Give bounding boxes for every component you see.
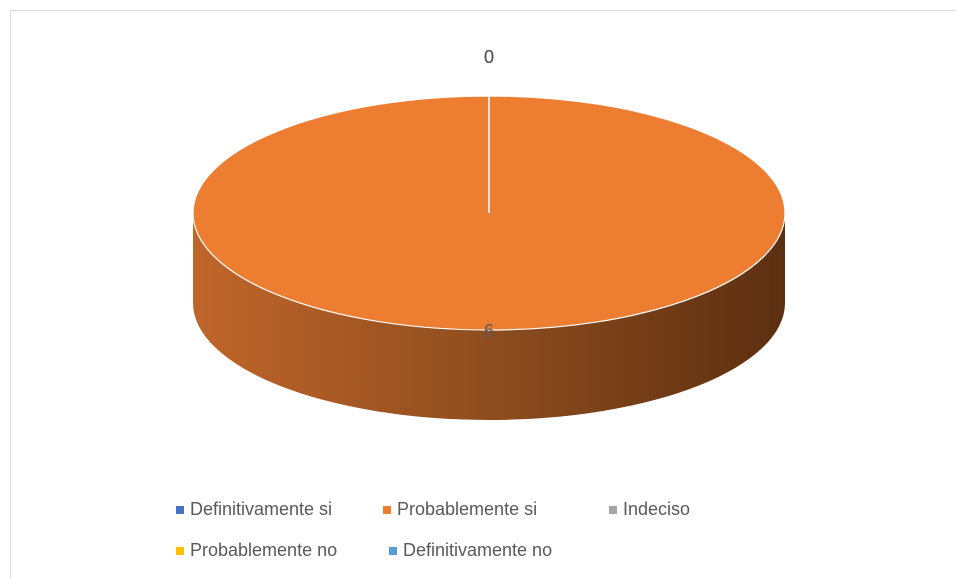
legend-swatch [389, 547, 397, 555]
legend-label: Definitivamente no [403, 540, 552, 560]
legend-swatch [176, 506, 184, 514]
legend-label: Probablemente si [397, 499, 537, 519]
legend-swatch [383, 506, 391, 514]
legend-label: Probablemente no [190, 540, 337, 560]
legend-swatch [176, 547, 184, 555]
data-label: 0 [484, 47, 494, 67]
data-label: 0 [484, 47, 494, 67]
legend-label: Definitivamente si [190, 499, 332, 519]
data-label: 0 [484, 47, 494, 67]
legend-label: Indeciso [623, 499, 690, 519]
data-label: 0 [484, 47, 494, 67]
data-label: 6 [484, 321, 494, 341]
legend-swatch [609, 506, 617, 514]
pie-side [193, 213, 785, 420]
